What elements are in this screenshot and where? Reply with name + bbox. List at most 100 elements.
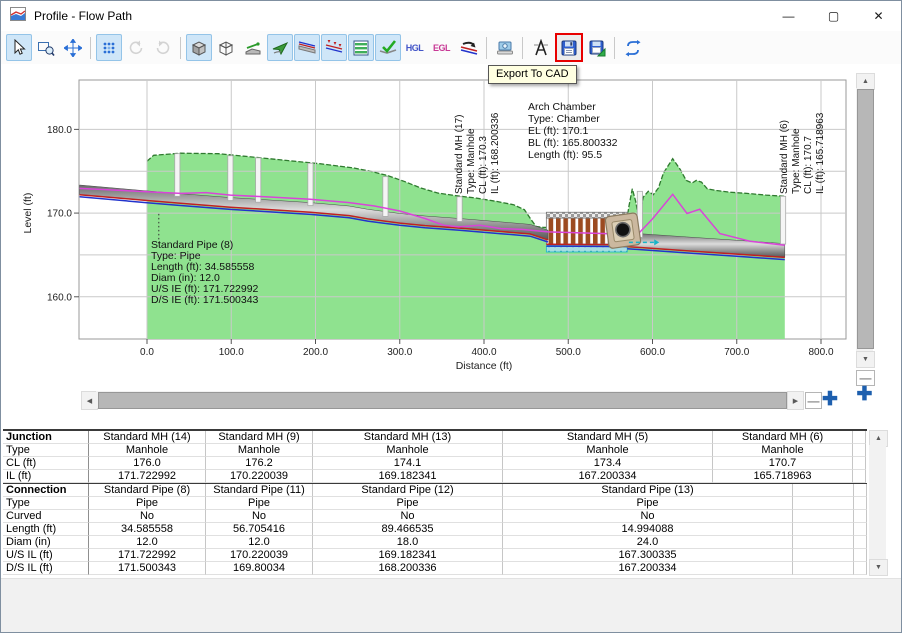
table-row: Diam (in) 12.0 12.0 18.0 24.0	[3, 536, 867, 549]
table-cell: 14.994088	[503, 523, 793, 536]
table-row-label: D/S IL (ft)	[3, 562, 89, 575]
table-cell: No	[89, 510, 206, 523]
toolbar: HGL EGL	[1, 31, 901, 64]
y-axis-title: Level (ft)	[22, 193, 34, 234]
table-row-label: U/S IL (ft)	[3, 549, 89, 562]
table-cell: 167.200334	[503, 562, 793, 575]
table-cell: 24.0	[503, 536, 793, 549]
pan-icon[interactable]	[60, 34, 86, 61]
toolbar-separator	[614, 36, 615, 59]
toolbar-separator	[90, 36, 91, 59]
table-cell	[793, 562, 854, 575]
table-cell: 168.200336	[313, 562, 503, 575]
save-image-icon[interactable]	[584, 34, 610, 61]
table-cell: 176.0	[89, 457, 206, 470]
table-cell	[854, 510, 867, 523]
statusbar: ? Help	[1, 607, 901, 632]
table-scroll-down[interactable]: ▼	[869, 559, 888, 576]
annotation-pipe8: Type: Pipe	[151, 250, 201, 262]
table-cell: 165.718963	[713, 470, 853, 483]
table-cell	[854, 523, 867, 536]
export-to-cad-icon[interactable]	[554, 33, 583, 62]
x-tick-label: 100.0	[219, 347, 244, 358]
refresh-icon[interactable]	[620, 34, 646, 61]
table-cell: 56.705416	[206, 523, 313, 536]
profile-chart[interactable]: Standard Pipe (8) Type: Pipe Length (ft): …	[1, 64, 854, 385]
hgl-icon[interactable]: HGL	[405, 42, 424, 53]
table-row: Junction Standard MH (14) Standard MH (9) S…	[3, 430, 867, 444]
chart-hscroll-thumb[interactable]	[98, 392, 787, 409]
table-cell: 173.4	[503, 457, 713, 470]
table-cell: Standard MH (5)	[503, 431, 713, 444]
table-cell: 12.0	[206, 536, 313, 549]
table-cell: 12.0	[89, 536, 206, 549]
outlet-structure	[604, 212, 642, 249]
maximize-button[interactable]: ▢	[827, 9, 840, 23]
chart-scroll-right[interactable]: ▶	[787, 391, 804, 410]
table-cell: Manhole	[206, 444, 313, 457]
x-tick-label: 0.0	[140, 347, 154, 358]
table-cell: 169.182341	[313, 549, 503, 562]
manhole-shaft	[227, 155, 234, 201]
zoom-extents-icon[interactable]	[95, 34, 122, 61]
select-pointer-icon[interactable]	[5, 34, 32, 61]
table-cell	[793, 523, 854, 536]
annotation-chamber: Type: Chamber	[528, 113, 600, 125]
solid-view-icon[interactable]	[185, 34, 212, 61]
table-cell	[853, 470, 866, 483]
section-view-icon[interactable]	[240, 34, 266, 61]
table-row-label: Connection	[3, 484, 89, 497]
annotation-pipe8: D/S IE (ft): 171.500343	[151, 294, 259, 306]
table-cell	[853, 444, 866, 457]
close-button[interactable]: ✕	[873, 9, 884, 23]
profile-view-icon[interactable]	[293, 34, 320, 61]
table-cell	[793, 484, 854, 497]
chart-zoom-in-button[interactable]: ✚	[856, 384, 873, 405]
export-profile-icon[interactable]	[456, 34, 482, 61]
table-cell: 171.500343	[89, 562, 206, 575]
annotation-mh17: IL (ft): 168.200336	[490, 112, 501, 194]
table-cell: No	[503, 510, 793, 523]
rotate-right-icon[interactable]	[150, 34, 176, 61]
rotate-left-icon[interactable]	[123, 34, 149, 61]
table-cell: 89.466535	[313, 523, 503, 536]
manhole-shaft	[780, 195, 787, 245]
manhole-shaft	[456, 196, 463, 222]
profile-data-table: Junction Standard MH (14) Standard MH (9) S…	[3, 429, 867, 575]
profile-table-icon[interactable]	[347, 34, 374, 61]
table-cell: 174.1	[313, 457, 503, 470]
table-cell: Manhole	[713, 444, 853, 457]
wireframe-view-icon[interactable]	[213, 34, 239, 61]
table-row-label: CL (ft)	[3, 457, 89, 470]
manhole-shaft	[255, 157, 262, 203]
table-cell	[854, 549, 867, 562]
zoom-window-icon[interactable]	[33, 34, 59, 61]
profile-check-icon[interactable]	[374, 34, 401, 61]
chart-scroll-down[interactable]: ▼	[856, 351, 875, 368]
flythrough-icon[interactable]	[266, 34, 293, 61]
table-cell: Standard Pipe (13)	[503, 484, 793, 497]
table-cell: Standard MH (14)	[89, 431, 206, 444]
chart-hzoom-in-button[interactable]: ✚	[822, 389, 838, 410]
table-cell: Manhole	[503, 444, 713, 457]
table-row: D/S IL (ft) 171.500343 169.80034 168.200336…	[3, 562, 867, 575]
x-tick-label: 800.0	[808, 347, 833, 358]
presentation-icon[interactable]	[492, 34, 518, 61]
profile-markers-icon[interactable]	[320, 34, 347, 61]
table-cell: 167.200334	[503, 470, 713, 483]
minimize-button[interactable]: —	[782, 9, 795, 23]
table-vscroll-track[interactable]	[869, 445, 886, 559]
pipe-invert-blue	[627, 247, 785, 261]
annotation-icon[interactable]	[528, 34, 554, 61]
table-cell: Pipe	[503, 497, 793, 510]
table-cell	[853, 431, 866, 444]
chart-zoom-out-button[interactable]: —	[856, 370, 875, 386]
chart-vscroll-thumb[interactable]	[857, 89, 874, 349]
annotation-mh6: Type: Manhole	[791, 128, 802, 194]
table-row-label: Type	[3, 444, 89, 457]
egl-icon[interactable]: EGL	[432, 42, 451, 53]
pipe-invert-red	[79, 193, 549, 241]
chart-hzoom-out-button[interactable]: —	[805, 392, 822, 409]
